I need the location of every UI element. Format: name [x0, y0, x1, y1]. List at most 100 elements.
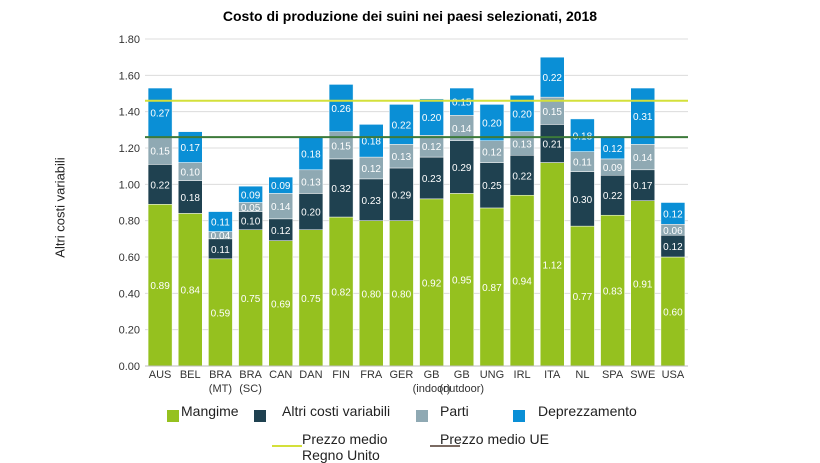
data-label: 0.20	[512, 109, 532, 120]
data-label: 0.31	[633, 112, 653, 123]
x-tick-label: BRA	[209, 369, 232, 381]
bar-segment	[147, 164, 173, 205]
data-label: 0.20	[301, 208, 321, 219]
data-label: 0.15	[150, 147, 170, 158]
x-tick-label: AUS	[149, 369, 172, 381]
data-label: 0.11	[211, 245, 230, 256]
data-label: 0.10	[241, 217, 261, 228]
bar-segment	[540, 124, 565, 163]
data-label: 0.15	[452, 98, 472, 109]
data-label: 0.12	[663, 209, 683, 220]
data-label: 0.22	[512, 171, 532, 182]
x-tick-label: FRA	[360, 369, 383, 381]
data-label: 0.14	[633, 153, 653, 164]
data-label: 0.26	[331, 104, 351, 115]
data-label: 0.18	[301, 149, 321, 160]
y-tick-label: 1.60	[119, 70, 140, 82]
data-label: 0.21	[543, 139, 563, 150]
data-label: 0.22	[392, 120, 412, 131]
data-label: 0.32	[331, 184, 351, 195]
x-tick-label: GB	[424, 369, 440, 381]
bar-segment	[208, 211, 233, 232]
data-label: 0.12	[422, 142, 442, 153]
y-tick-label: 0.60	[119, 252, 140, 264]
x-tick-label: BEL	[180, 369, 201, 381]
data-label: 0.14	[271, 202, 291, 213]
data-label: 0.04	[211, 231, 231, 242]
data-label: 0.22	[543, 73, 563, 84]
bar-segment	[268, 240, 293, 367]
data-label: 0.05	[241, 203, 261, 214]
data-label: 0.13	[392, 152, 412, 163]
data-label: 0.89	[150, 281, 170, 292]
data-label: 0.18	[181, 193, 201, 204]
bar-segment	[359, 124, 384, 158]
data-label: 0.22	[603, 191, 623, 202]
data-label: 0.15	[331, 141, 351, 152]
legend-label-ue: Prezzo medio UE	[440, 431, 549, 447]
bar-segment	[268, 193, 293, 220]
data-label: 0.82	[331, 288, 351, 299]
y-tick-label: 1.00	[119, 179, 140, 191]
data-label: 0.11	[211, 218, 230, 229]
data-label: 0.17	[181, 143, 201, 154]
y-tick-label: 1.40	[119, 107, 140, 119]
bar-segment	[178, 213, 203, 367]
x-tick-label: SPA	[602, 369, 624, 381]
bar-segment	[419, 198, 444, 367]
legend-label-uk: Prezzo medio Regno Unito	[302, 431, 388, 463]
bar-segment	[328, 84, 354, 132]
data-label: 0.30	[573, 195, 593, 206]
legend-swatch-parti	[416, 410, 428, 422]
data-label: 0.75	[301, 294, 321, 305]
data-label: 0.92	[422, 278, 442, 289]
data-label: 0.12	[663, 242, 683, 253]
y-tick-label: 0.00	[119, 361, 140, 373]
bar-segment	[419, 98, 444, 136]
data-label: 0.12	[603, 144, 623, 155]
legend-label-deprezzamento: Deprezzamento	[538, 403, 637, 419]
bar-segment	[540, 162, 565, 367]
x-tick-label: IRL	[514, 369, 531, 381]
data-label: 0.11	[573, 158, 592, 169]
bar-segment	[660, 256, 686, 367]
data-label: 0.69	[271, 299, 291, 310]
data-label: 0.06	[663, 226, 683, 237]
data-label: 0.13	[512, 139, 532, 150]
bar-segment	[268, 176, 293, 194]
bar-segment	[509, 194, 535, 367]
data-label: 0.09	[271, 181, 291, 192]
bar-segment	[570, 225, 595, 367]
bar-segment	[298, 136, 324, 171]
data-label: 0.83	[603, 287, 623, 298]
bar-segment	[540, 56, 565, 98]
legend-label-altri: Altri costi variabili	[282, 403, 391, 419]
bar-segment	[479, 104, 505, 141]
bar-segment	[660, 202, 686, 225]
data-label: 0.12	[362, 164, 382, 175]
x-tick-label: ITA	[544, 369, 561, 381]
legend-label-parti: Parti	[440, 403, 469, 419]
data-label: 0.17	[633, 181, 653, 192]
x-tick-label: (indoor)	[413, 383, 451, 395]
legend-line-ue	[430, 445, 460, 447]
x-tick-label: SWE	[630, 369, 655, 381]
bar-segment	[359, 178, 384, 221]
data-label: 0.29	[452, 163, 472, 174]
data-label: 0.29	[392, 190, 412, 201]
x-tick-label: GER	[389, 369, 413, 381]
bar-segment	[328, 216, 354, 367]
data-label: 0.75	[241, 294, 261, 305]
legend-swatch-altri	[254, 410, 266, 422]
data-label: 0.60	[663, 308, 683, 319]
x-tick-label: FIN	[332, 369, 350, 381]
bar-segment	[630, 87, 655, 145]
x-tick-label: BRA	[239, 369, 262, 381]
data-label: 0.12	[482, 148, 502, 159]
data-label: 1.12	[543, 260, 563, 271]
bar-segment	[208, 258, 233, 367]
data-label: 0.22	[150, 180, 170, 191]
x-tick-label: CAN	[269, 369, 292, 381]
data-label: 0.20	[482, 119, 502, 130]
data-label: 0.09	[241, 190, 261, 201]
